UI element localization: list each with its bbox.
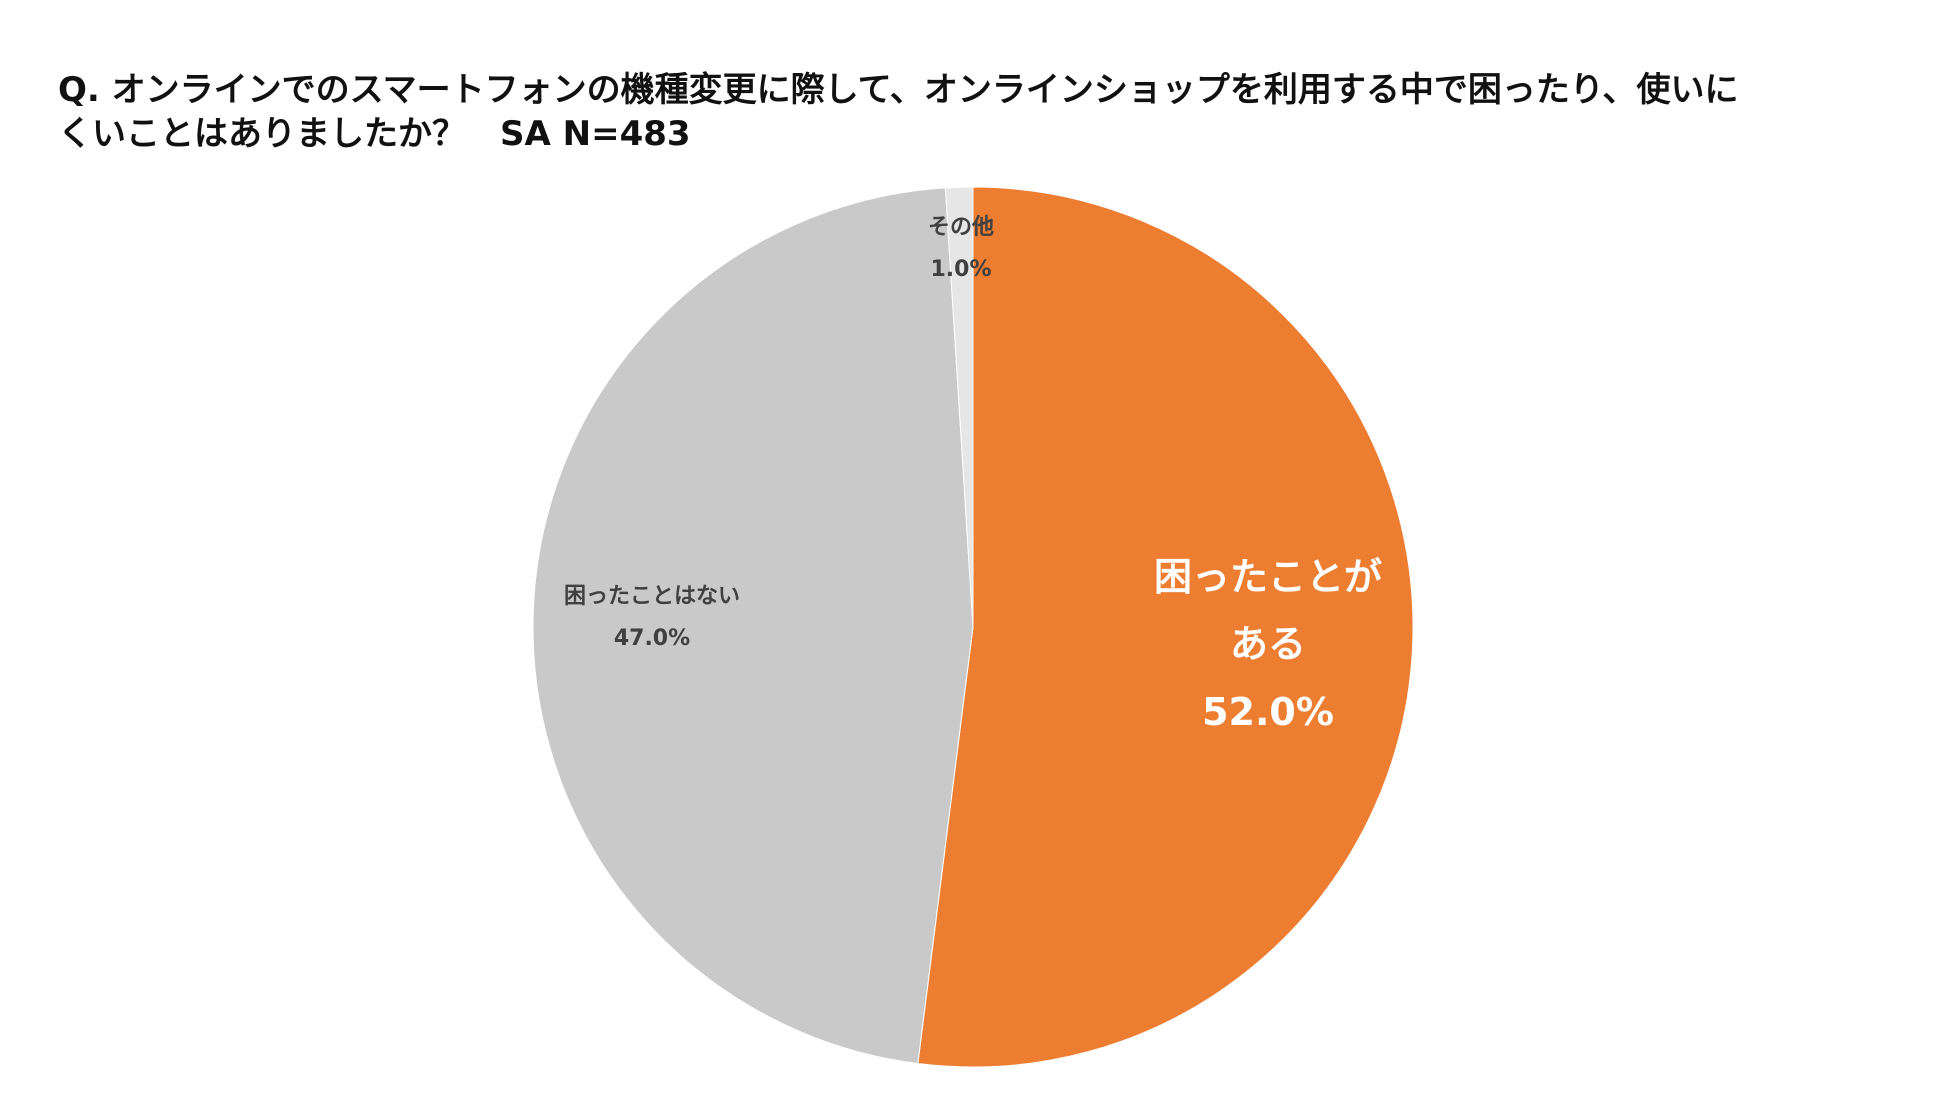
slice-label-yes-line-1: 困ったことが [1154,555,1382,599]
pie-slice-yes [917,186,1414,1068]
slice-label-other: その他 [928,215,994,240]
chart-title: Q. オンラインでのスマートフォンの機種変更に際して、オンラインショップを利用す… [58,68,1898,156]
slice-label-yes-line-2: ある [1230,622,1306,666]
pie-slice-no [532,187,974,1065]
slice-label-no: 困ったことはない [564,584,740,609]
chart-title-line-1: Q. オンラインでのスマートフォンの機種変更に際して、オンラインショップを利用す… [58,70,1739,110]
slice-value-no: 47.0% [614,626,690,651]
slice-value-yes: 52.0% [1202,690,1334,734]
pie-labels: 困ったことが ある 52.0% 困ったことはない 47.0% その他 1.0% [564,215,1382,734]
pie-slices [532,186,1414,1068]
slice-value-other: 1.0% [930,257,991,282]
chart-title-line-2: くいことはありましたか？ SA N=483 [58,114,691,154]
pie-slice-other [944,186,974,628]
